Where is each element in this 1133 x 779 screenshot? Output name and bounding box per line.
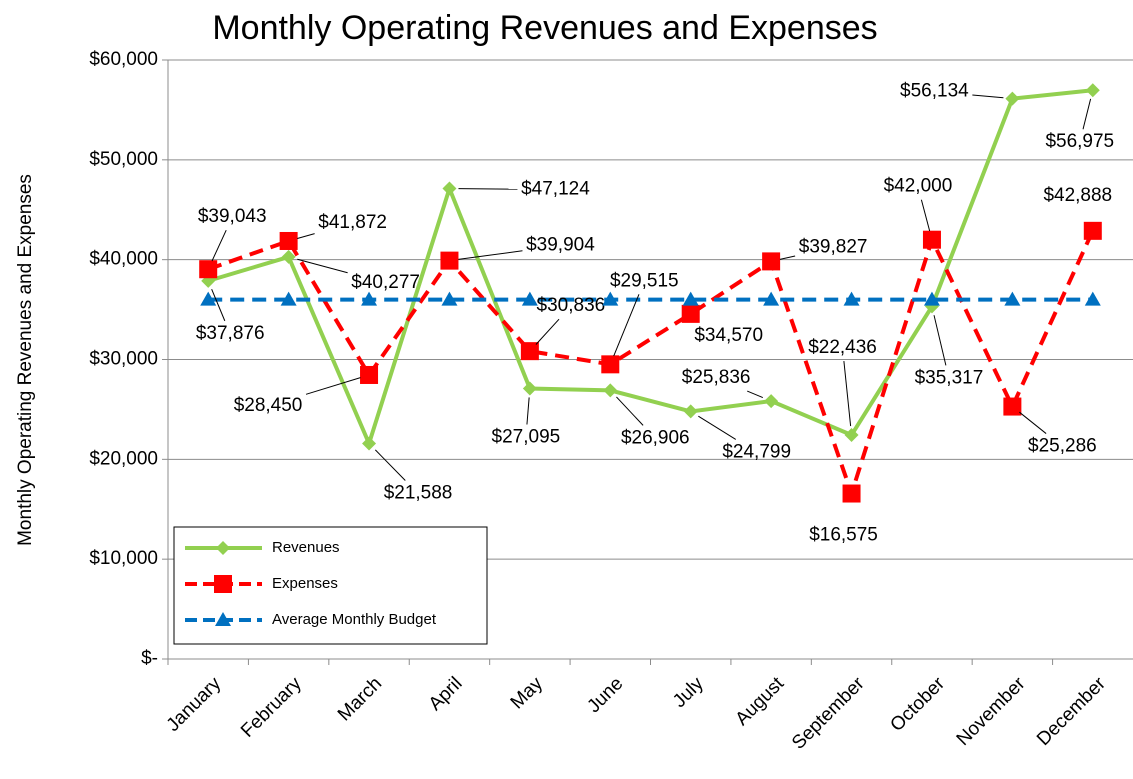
data-label: $42,888 xyxy=(1043,185,1112,206)
marker xyxy=(521,291,538,306)
data-label: $35,317 xyxy=(915,367,984,388)
leader-line xyxy=(374,449,406,481)
marker xyxy=(681,304,700,323)
y-tick-label: $40,000 xyxy=(89,249,158,270)
data-label: $39,827 xyxy=(799,236,868,257)
leader-line xyxy=(698,415,737,440)
data-label: $34,570 xyxy=(694,325,763,346)
marker xyxy=(683,404,698,419)
data-label: $37,876 xyxy=(196,323,265,344)
marker xyxy=(200,291,217,306)
y-tick-label: $30,000 xyxy=(89,349,158,370)
marker xyxy=(603,383,618,398)
marker xyxy=(844,428,859,443)
data-label: $16,575 xyxy=(809,525,878,546)
marker xyxy=(441,291,458,306)
marker xyxy=(601,355,620,374)
data-label: $47,124 xyxy=(521,179,590,200)
marker xyxy=(362,436,377,451)
y-tick-label: $60,000 xyxy=(89,49,158,70)
marker xyxy=(763,291,780,306)
leader-line xyxy=(1019,411,1047,434)
data-label: $21,588 xyxy=(384,482,453,503)
leader-line xyxy=(616,396,644,426)
y-tick-label: $10,000 xyxy=(89,548,158,569)
data-label: $25,836 xyxy=(682,367,751,388)
marker xyxy=(602,291,619,306)
marker xyxy=(281,249,296,264)
leader-line xyxy=(920,199,931,232)
marker xyxy=(1085,83,1100,98)
marker xyxy=(843,291,860,306)
data-label: $56,975 xyxy=(1045,131,1114,152)
marker xyxy=(1004,291,1021,306)
leader-line xyxy=(933,315,947,366)
leader-line xyxy=(305,377,361,395)
leader-line xyxy=(972,94,1004,99)
data-label: $22,436 xyxy=(808,337,877,358)
marker xyxy=(842,484,861,503)
marker xyxy=(762,252,781,271)
y-tick-label: $20,000 xyxy=(89,448,158,469)
chart-title: Monthly Operating Revenues and Expenses xyxy=(212,9,877,47)
marker xyxy=(440,251,459,270)
legend-label: Revenues xyxy=(272,539,340,556)
leader-line xyxy=(458,188,518,190)
marker xyxy=(1003,397,1022,416)
data-label: $39,043 xyxy=(198,206,267,227)
leader-line xyxy=(779,255,796,260)
marker xyxy=(764,394,779,409)
marker xyxy=(1005,91,1020,106)
leader-line xyxy=(297,233,315,240)
leader-line xyxy=(211,230,227,262)
leader-line xyxy=(1082,98,1092,130)
marker xyxy=(520,342,539,361)
legend-label: Expenses xyxy=(272,575,338,592)
data-label: $29,515 xyxy=(610,270,679,291)
marker xyxy=(214,575,232,593)
legend-label: Average Monthly Budget xyxy=(272,611,437,628)
marker xyxy=(682,291,699,306)
data-label: $26,906 xyxy=(621,427,690,448)
marker xyxy=(442,181,457,196)
data-label: $25,286 xyxy=(1028,436,1097,457)
leader-line xyxy=(211,288,226,322)
leader-line xyxy=(297,258,348,274)
data-label: $40,277 xyxy=(351,272,420,293)
marker xyxy=(360,365,379,384)
marker xyxy=(923,291,940,306)
marker xyxy=(280,291,297,306)
data-label: $39,904 xyxy=(526,235,595,256)
leader-line xyxy=(843,360,852,427)
data-label: $42,000 xyxy=(884,176,953,197)
data-label: $27,095 xyxy=(492,427,561,448)
y-axis-label: Monthly Operating Revenues and Expenses xyxy=(15,174,36,546)
marker xyxy=(279,231,298,250)
leader-line xyxy=(458,250,523,260)
leader-line xyxy=(526,397,530,425)
marker xyxy=(199,260,218,279)
legend: Revenues Expenses Average Monthly Budget xyxy=(173,526,488,645)
leader-line xyxy=(747,390,764,399)
marker xyxy=(522,381,537,396)
marker xyxy=(216,541,230,555)
marker xyxy=(1084,291,1101,306)
marker xyxy=(361,291,378,306)
y-tick-label: $50,000 xyxy=(89,149,158,170)
marker xyxy=(215,612,231,626)
data-label: $41,872 xyxy=(318,212,387,233)
y-tick-label: $- xyxy=(141,648,158,669)
data-label: $30,836 xyxy=(537,295,606,316)
data-label: $24,799 xyxy=(722,441,791,462)
marker xyxy=(1083,221,1102,240)
marker xyxy=(922,230,941,249)
data-label: $28,450 xyxy=(234,395,303,416)
data-label: $56,134 xyxy=(900,81,969,102)
leader-line xyxy=(613,294,640,357)
leader-line xyxy=(535,318,560,345)
